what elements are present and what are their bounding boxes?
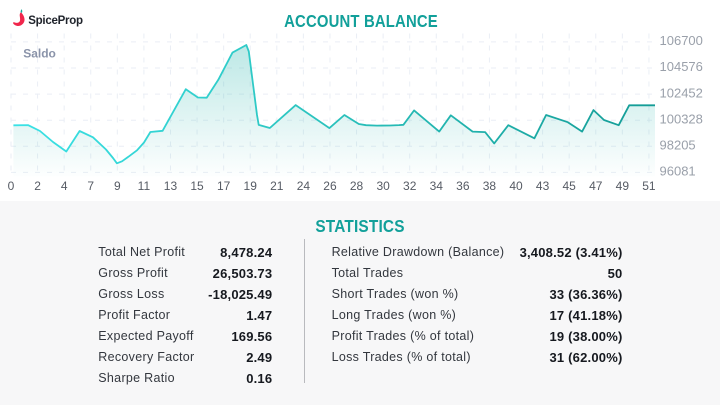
svg-text:21: 21 [270,179,284,193]
svg-text:102452: 102452 [660,85,703,100]
svg-text:100328: 100328 [660,111,703,126]
svg-text:96081: 96081 [660,164,696,179]
svg-text:43: 43 [536,179,550,193]
svg-text:7: 7 [87,179,94,193]
svg-text:26: 26 [323,179,337,193]
svg-text:30: 30 [376,179,390,193]
svg-text:49: 49 [616,179,630,193]
svg-text:104576: 104576 [660,59,703,74]
svg-text:13: 13 [164,179,178,193]
svg-text:38: 38 [483,179,497,193]
svg-text:24: 24 [297,179,311,193]
svg-text:19: 19 [244,179,258,193]
svg-text:45: 45 [563,179,577,193]
svg-text:4: 4 [61,179,68,193]
svg-text:17: 17 [217,179,231,193]
svg-text:34: 34 [430,179,444,193]
svg-text:47: 47 [589,179,603,193]
svg-text:11: 11 [138,179,151,193]
svg-text:98205: 98205 [660,138,696,153]
svg-text:36: 36 [456,179,470,193]
svg-text:40: 40 [509,179,523,193]
svg-text:0: 0 [8,179,15,193]
svg-text:32: 32 [403,179,417,193]
svg-text:106700: 106700 [660,33,703,48]
svg-text:Saldo: Saldo [23,46,56,60]
svg-text:51: 51 [642,179,656,193]
svg-text:9: 9 [114,179,121,193]
svg-text:28: 28 [350,179,364,193]
svg-text:2: 2 [34,179,41,193]
svg-text:15: 15 [190,179,204,193]
